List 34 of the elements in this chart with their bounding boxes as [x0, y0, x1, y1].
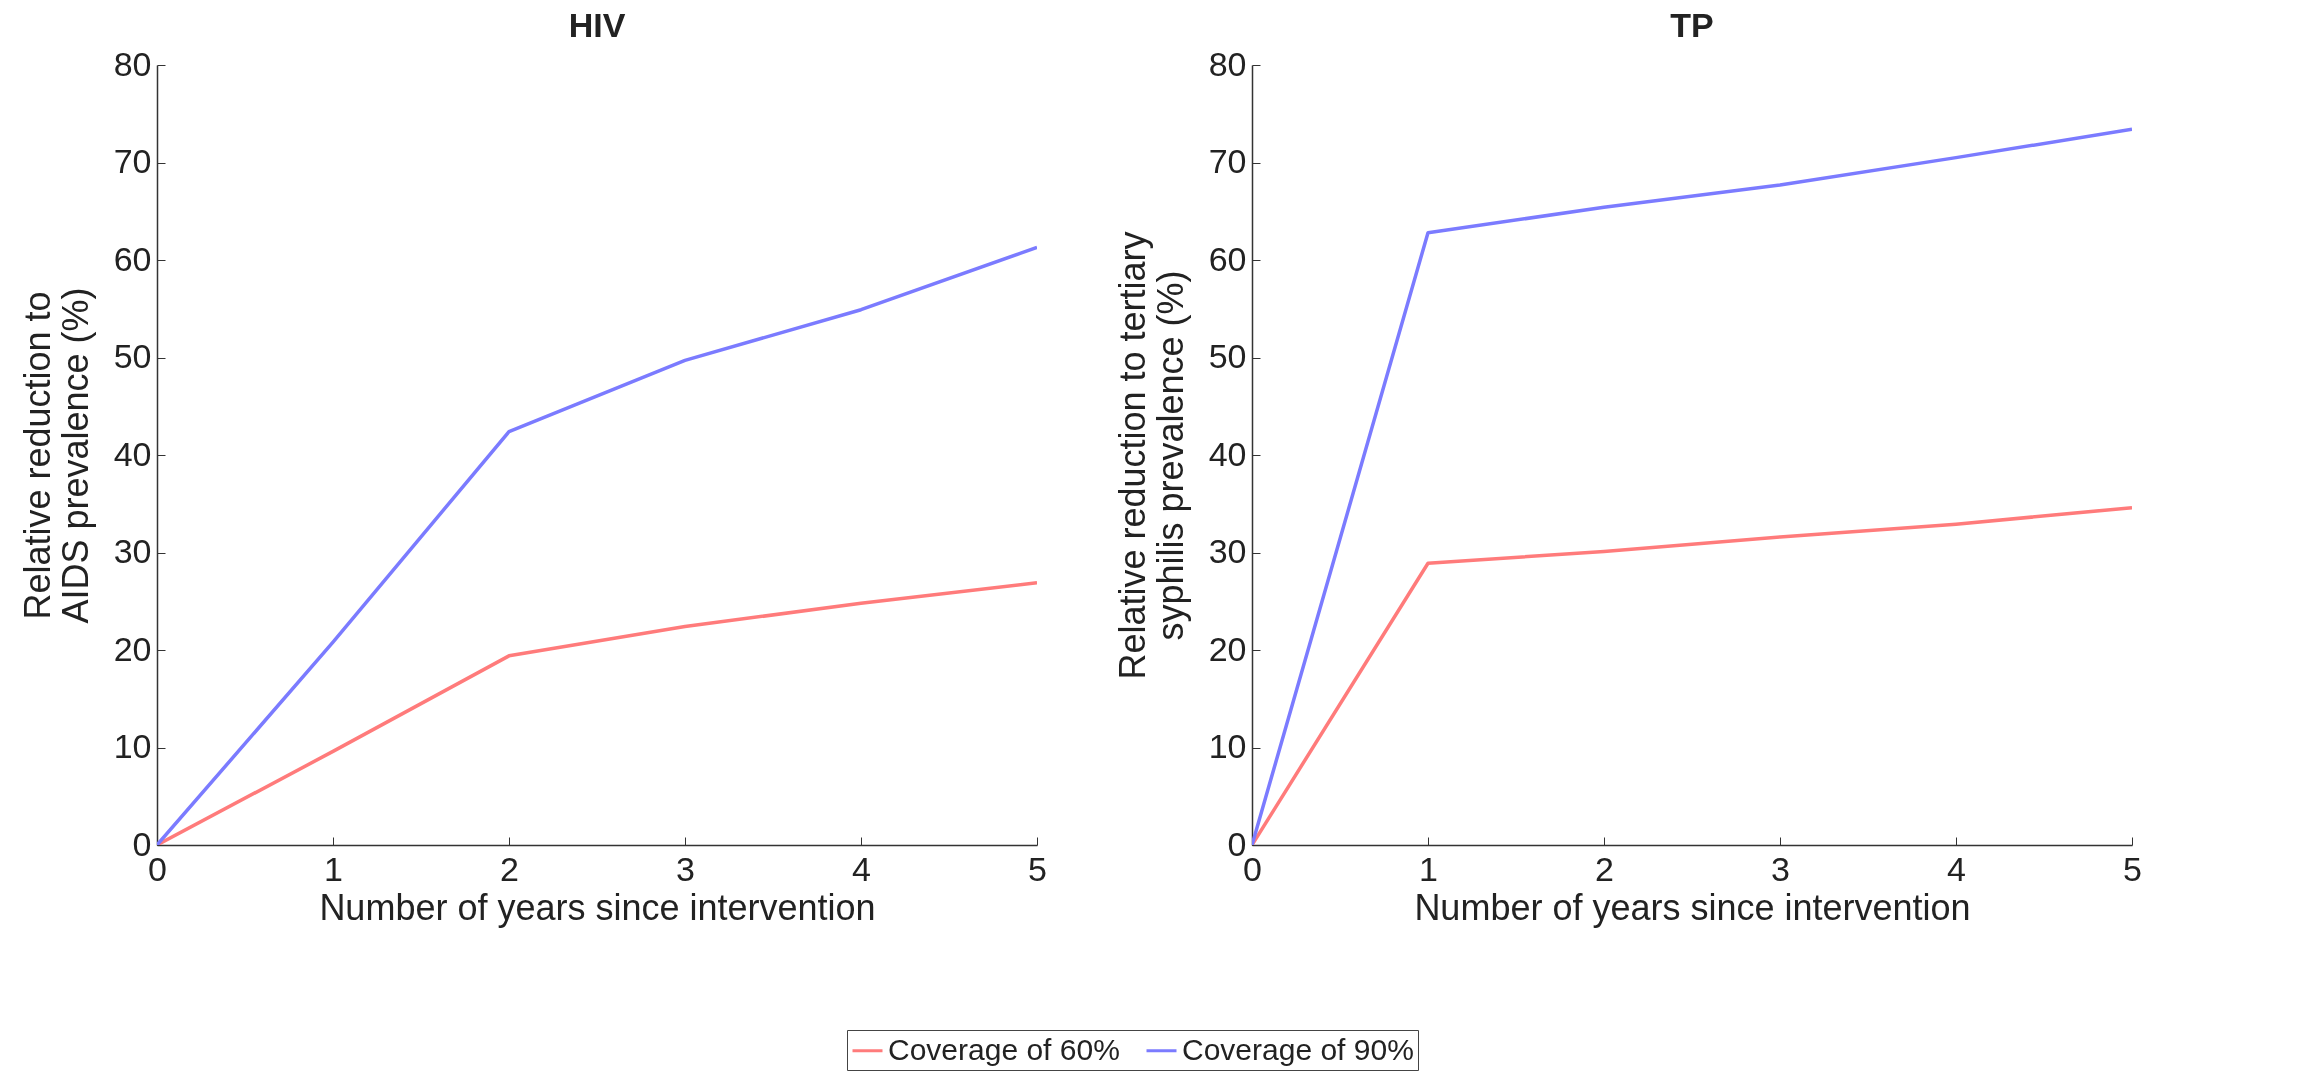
y-tick-label: 70 — [1208, 142, 1247, 180]
chart-title: HIV — [568, 6, 626, 44]
x-axis-title: Number of years since intervention — [319, 886, 876, 928]
y-tick-label: 20 — [113, 629, 152, 668]
x-tick-label: 4 — [852, 849, 871, 888]
x-tick-label: 5 — [1028, 849, 1047, 888]
y-tick-label: 30 — [113, 532, 152, 570]
x-tick-label: 3 — [1771, 849, 1790, 888]
y-tick-label: 60 — [1208, 239, 1247, 278]
y-tick-label: 40 — [113, 434, 152, 473]
y-tick-label: 60 — [113, 239, 152, 278]
y-axis-title: Relative reduction to tertiary syphilis prevalence (%) — [1111, 231, 1191, 680]
legend-label: Coverage of 90% — [1182, 1032, 1414, 1066]
x-tick-label: 5 — [2123, 849, 2142, 888]
x-tick-label: 4 — [1947, 849, 1966, 888]
y-tick-label: 50 — [113, 337, 152, 375]
x-tick-label: 3 — [676, 849, 695, 888]
x-tick-label: 2 — [500, 849, 519, 888]
y-tick-label: 30 — [1208, 532, 1247, 570]
x-tick-label: 2 — [1595, 849, 1614, 888]
x-tick-label: 1 — [1419, 849, 1438, 888]
y-tick-label: 20 — [1208, 629, 1247, 668]
chart-title: TP — [1670, 6, 1714, 44]
y-tick-label: 80 — [1208, 44, 1247, 83]
y-axis-title: Relative reduction to AIDS prevalence (%) — [16, 287, 96, 624]
legend-label: Coverage of 60% — [888, 1032, 1120, 1066]
y-tick-label: 40 — [1208, 434, 1247, 473]
x-tick-label: 1 — [324, 849, 343, 888]
y-tick-label: 70 — [113, 142, 152, 180]
y-tick-label: 10 — [113, 727, 152, 765]
y-tick-label: 50 — [1208, 337, 1247, 375]
y-tick-label: 80 — [113, 44, 152, 83]
y-tick-label: 10 — [1208, 727, 1247, 765]
x-axis-title: Number of years since intervention — [1414, 886, 1971, 928]
